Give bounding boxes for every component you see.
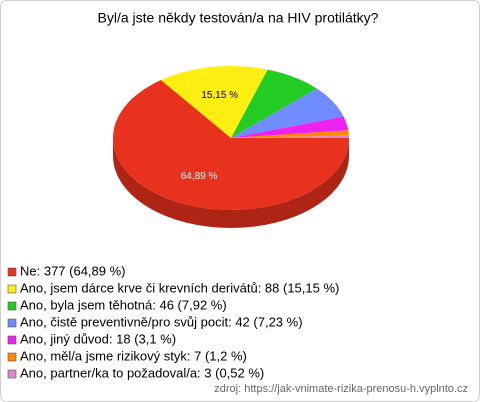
- slice: [231, 135, 349, 138]
- slice-side: [113, 138, 349, 228]
- legend-swatch: [7, 369, 17, 379]
- legend-swatch: [7, 267, 17, 277]
- legend-label: Ano, byla jsem těhotná: 46 (7,92 %): [20, 297, 227, 312]
- data-label: 15,15 %: [201, 90, 238, 101]
- slice: [160, 66, 268, 138]
- slice: [231, 69, 317, 138]
- source: zdroj: https://jak-vnimate-rizika-prenos…: [214, 383, 468, 395]
- chart-title: Byl/a jste někdy testován/a na HIV proti…: [98, 10, 379, 26]
- legend-label: Ano, jiný důvod: 18 (3,1 %): [20, 331, 176, 346]
- legend-swatch: [7, 335, 17, 345]
- data-label: 64,89 %: [181, 171, 218, 182]
- slice: [231, 88, 344, 138]
- legend-label: Ano, jsem dárce krve či krevních derivát…: [20, 280, 339, 295]
- legend-label: Ne: 377 (64,89 %): [20, 263, 126, 278]
- legend-swatch: [7, 301, 17, 311]
- slice: [231, 130, 349, 138]
- legend-swatch: [7, 284, 17, 294]
- legend-label: Ano, měl/a jsme rizikový styk: 7 (1,2 %): [20, 348, 247, 363]
- legend-label: Ano, partner/ka to požadoval/a: 3 (0,52 …: [20, 365, 264, 380]
- slice: [231, 116, 349, 138]
- legend-label: Ano, čistě preventivně/pro svůj pocit: 4…: [20, 314, 303, 329]
- legend-swatch: [7, 352, 17, 362]
- legend-swatch: [7, 318, 17, 328]
- slice: [112, 80, 349, 210]
